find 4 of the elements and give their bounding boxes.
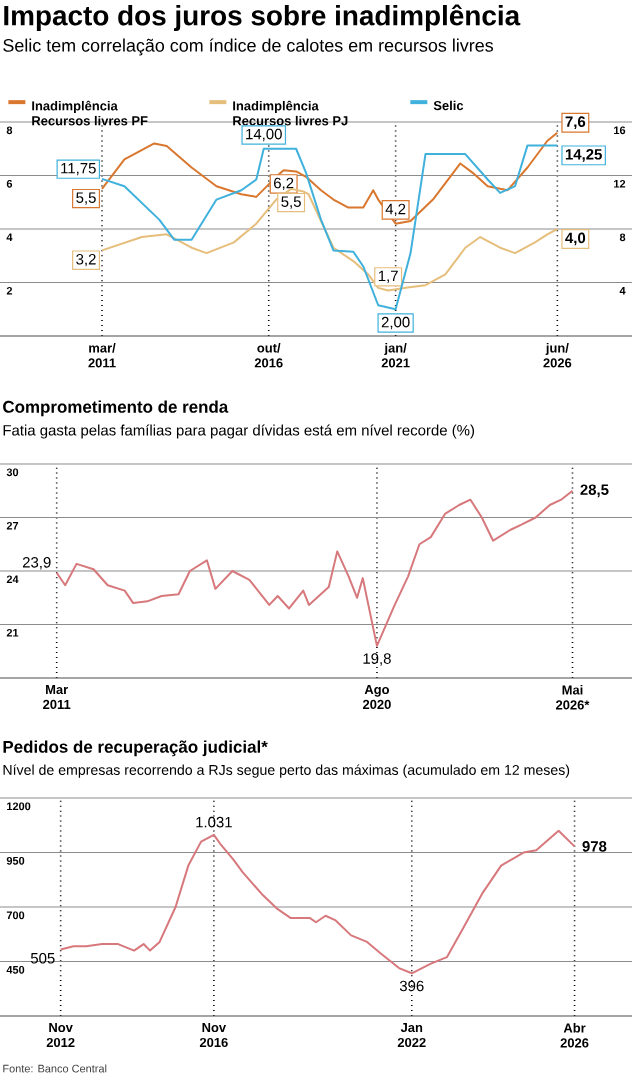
chart-title: Pedidos de recuperação judicial* — [3, 740, 268, 757]
chart-title: Comprometimento de renda — [3, 400, 229, 417]
chart-subtitle: Selic tem correlação com índice de calotes em recursos livres — [3, 38, 494, 56]
chart-title: Impacto dos juros sobre inadimplência — [4, 4, 521, 32]
